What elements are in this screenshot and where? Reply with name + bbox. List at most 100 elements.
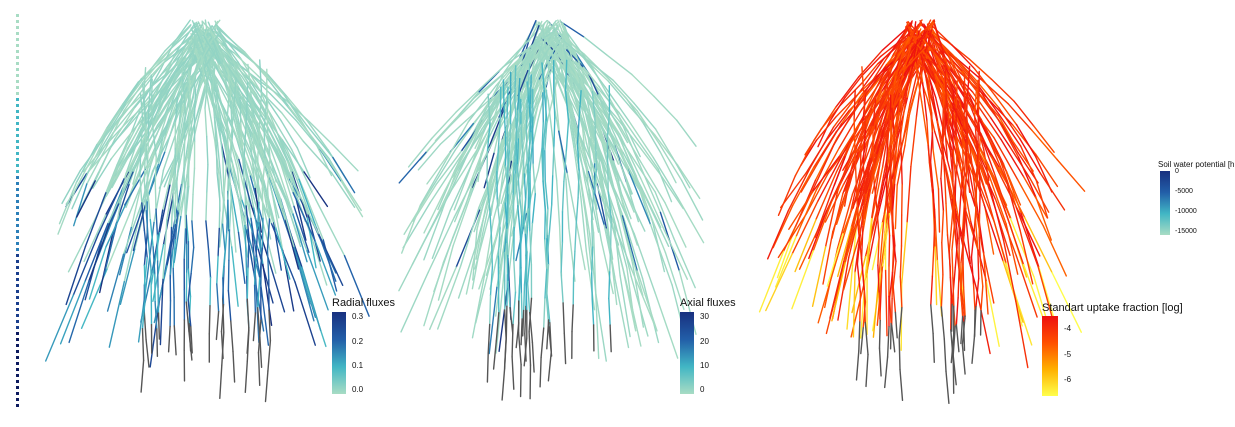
root-segment [169, 326, 171, 351]
root-segment [563, 303, 564, 333]
root-segment [144, 153, 145, 182]
root-segment [532, 194, 535, 224]
tick-label: 30 [700, 312, 709, 321]
root-segment [259, 353, 260, 386]
root-segment [564, 333, 565, 363]
root-segment [399, 152, 426, 183]
root-segment [866, 355, 868, 387]
root-segment [935, 247, 936, 305]
root-segment [144, 265, 145, 297]
root-segment [294, 247, 310, 304]
soil-strip-segment [16, 362, 19, 365]
root-segment [528, 253, 531, 283]
root-segment [512, 325, 513, 357]
root-segment [246, 251, 247, 277]
root-segment [888, 327, 889, 357]
root-segment [228, 260, 229, 290]
root-segment [216, 145, 217, 173]
soil-strip-segment [16, 320, 19, 323]
root-segment [147, 165, 148, 192]
root-segment [962, 136, 963, 163]
tick-label: 0.2 [352, 337, 363, 346]
root-segment [218, 229, 219, 257]
root-segment [157, 329, 158, 356]
root-segment [302, 267, 321, 330]
root-segment [541, 328, 544, 357]
soil-strip-segment [16, 134, 19, 137]
root-segment [518, 206, 521, 238]
root-segment [247, 82, 248, 113]
root-segment [854, 119, 855, 148]
root-segment [1057, 160, 1085, 192]
root-segment [611, 219, 612, 246]
root-segment [145, 125, 146, 154]
root-segment [1016, 301, 1028, 367]
root-segment [209, 249, 211, 277]
root-segment [473, 276, 485, 337]
root-segment [220, 365, 222, 398]
root-segment [262, 218, 263, 248]
root-segment [316, 200, 345, 256]
root-segment [949, 251, 950, 278]
root-segment [209, 306, 210, 334]
root-segment [188, 129, 189, 158]
soil-strip-segment [16, 224, 19, 227]
root-segment [436, 116, 459, 141]
tick-label: 10 [700, 361, 709, 370]
soil-strip-segment [16, 326, 19, 329]
root-segment [230, 200, 232, 230]
soil-strip-segment [16, 332, 19, 335]
soil-strip-segment [16, 98, 19, 101]
soil-strip-segment [16, 314, 19, 317]
root-segment [553, 147, 554, 176]
soil-strip-segment [16, 296, 19, 299]
root-segment [945, 172, 947, 204]
root-segment [521, 365, 522, 397]
colorbar-uptake [1042, 316, 1058, 396]
root-segment [956, 137, 957, 165]
root-segment [933, 149, 939, 189]
legend-title-soil-potential: Soil water potential [h [1158, 160, 1235, 169]
root-segment [547, 320, 549, 349]
soil-strip-segment [16, 116, 19, 119]
root-segment [195, 89, 196, 115]
root-segment [979, 238, 980, 262]
root-segment [931, 276, 933, 305]
soil-strip-segment [16, 80, 19, 83]
soil-strip-segment [16, 32, 19, 35]
root-segment [268, 249, 269, 280]
legend-title-radial: Radial fluxes [332, 297, 395, 309]
root-segment [902, 223, 907, 284]
root-segment [886, 270, 887, 335]
tick-label: 0.1 [352, 361, 363, 370]
root-segment [953, 121, 954, 150]
root-segment [893, 287, 895, 313]
root-segment [893, 247, 894, 272]
soil-strip-segment [16, 218, 19, 221]
root-segment [974, 284, 976, 311]
colorbar-radial [332, 312, 346, 394]
soil-strip-segment [16, 368, 19, 371]
root-segment [592, 273, 593, 299]
root-segment [217, 284, 219, 312]
root-segment [857, 351, 859, 380]
root-segment [663, 227, 688, 280]
soil-strip-segment [16, 50, 19, 53]
root-segment [61, 281, 86, 344]
root-segment [247, 299, 249, 330]
soil-strip-segment [16, 284, 19, 287]
root-segment [487, 353, 488, 382]
root-segment [174, 326, 176, 355]
root-segment [596, 143, 597, 169]
soil-strip-segment [16, 206, 19, 209]
root-segment [853, 272, 855, 337]
soil-strip-segment [16, 56, 19, 59]
soil-strip-segment [16, 356, 19, 359]
root-segment [931, 133, 933, 162]
root-segment [678, 198, 704, 242]
soil-strip-segment [16, 230, 19, 233]
soil-strip-segment [16, 20, 19, 23]
soil-strip-segment [16, 44, 19, 47]
root-segment [476, 262, 491, 323]
